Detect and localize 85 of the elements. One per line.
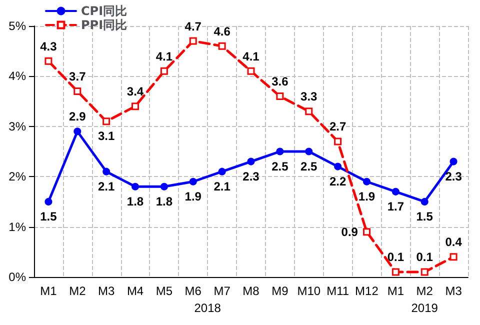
point bbox=[160, 182, 168, 190]
x-tick-label: M2 bbox=[416, 284, 434, 298]
point bbox=[276, 148, 284, 156]
data-label: 0.1 bbox=[387, 250, 404, 264]
data-label: 3.7 bbox=[69, 70, 86, 84]
point bbox=[362, 178, 370, 186]
point bbox=[218, 42, 226, 50]
point bbox=[450, 158, 458, 166]
data-label: 1.9 bbox=[358, 189, 376, 204]
point bbox=[189, 37, 197, 45]
data-label: 3.4 bbox=[126, 84, 144, 99]
x-tick-label: M10 bbox=[297, 284, 321, 298]
point bbox=[102, 118, 110, 126]
data-label: 2.7 bbox=[329, 120, 346, 134]
text: 2019 bbox=[411, 301, 438, 315]
point bbox=[218, 168, 226, 176]
data-label: 2.5 bbox=[300, 159, 318, 174]
data-label: 0.9 bbox=[341, 224, 358, 239]
data-label: 1.9 bbox=[184, 189, 202, 204]
point bbox=[44, 198, 52, 206]
data-label: 1.5 bbox=[416, 209, 434, 224]
x-tick-label: M12 bbox=[355, 284, 379, 298]
data-label: 2.9 bbox=[69, 110, 86, 124]
data-label: 0.1 bbox=[416, 250, 434, 264]
point bbox=[392, 268, 400, 276]
data-label: 3.1 bbox=[98, 129, 115, 144]
legend-label: PPI同比 bbox=[81, 18, 128, 32]
data-label: 1.5 bbox=[40, 209, 58, 224]
point bbox=[305, 148, 313, 156]
data-label: 2.2 bbox=[329, 174, 346, 188]
point bbox=[420, 268, 428, 276]
y-tick-label: 4% bbox=[8, 69, 26, 84]
data-label: 2.3 bbox=[242, 169, 260, 184]
point bbox=[392, 188, 400, 196]
data-label: 1.8 bbox=[126, 194, 144, 208]
data-label: 3.3 bbox=[300, 90, 318, 104]
data-label: 2.3 bbox=[445, 169, 462, 184]
x-tick-label: M11 bbox=[326, 284, 350, 298]
x-tick-label: M2 bbox=[69, 284, 86, 298]
point bbox=[44, 57, 52, 65]
data-label: 4.1 bbox=[156, 49, 173, 64]
point bbox=[305, 108, 313, 116]
point bbox=[132, 102, 140, 110]
data-label: 1.8 bbox=[156, 194, 173, 208]
point bbox=[247, 158, 255, 166]
x-tick-label: M5 bbox=[156, 284, 173, 298]
legend-label: CPI同比 bbox=[81, 4, 128, 18]
x-tick-label: M3 bbox=[445, 284, 462, 298]
point bbox=[334, 162, 342, 170]
point bbox=[450, 253, 458, 261]
y-tick-label: 1% bbox=[8, 220, 26, 234]
point bbox=[334, 138, 342, 146]
x-tick-label: M4 bbox=[126, 284, 144, 298]
data-label: 2.1 bbox=[214, 179, 231, 194]
data-label: 0.4 bbox=[445, 235, 462, 250]
y-tick-label: 5% bbox=[8, 19, 26, 33]
data-label: 3.6 bbox=[272, 74, 289, 89]
data-label: 2.1 bbox=[98, 179, 115, 194]
data-label: 4.6 bbox=[214, 24, 231, 38]
x-tick-label: M3 bbox=[98, 284, 115, 298]
x-tick-label: M6 bbox=[184, 284, 202, 298]
data-label: 1.7 bbox=[387, 199, 404, 214]
x-tick-label: M1 bbox=[40, 284, 58, 298]
point bbox=[74, 128, 82, 136]
point bbox=[276, 92, 284, 100]
point bbox=[189, 178, 197, 186]
x-tick-label: M8 bbox=[242, 284, 260, 298]
data-label: 4.3 bbox=[40, 39, 58, 54]
text: 2018 bbox=[194, 301, 222, 315]
point bbox=[74, 88, 82, 96]
point bbox=[102, 168, 110, 176]
x-tick-label: M7 bbox=[214, 284, 231, 298]
y-tick-label: 2% bbox=[8, 170, 26, 184]
point bbox=[132, 182, 140, 190]
y-tick-label: 0% bbox=[8, 270, 26, 284]
data-label: 4.1 bbox=[242, 49, 260, 64]
x-tick-label: M1 bbox=[387, 284, 404, 298]
x-tick-label: M9 bbox=[272, 284, 289, 298]
point bbox=[160, 67, 168, 75]
point bbox=[420, 198, 428, 206]
point bbox=[247, 67, 255, 75]
data-label: 4.7 bbox=[184, 19, 202, 34]
y-tick-label: 3% bbox=[8, 119, 26, 134]
data-label: 2.5 bbox=[272, 159, 289, 174]
point bbox=[362, 228, 370, 236]
